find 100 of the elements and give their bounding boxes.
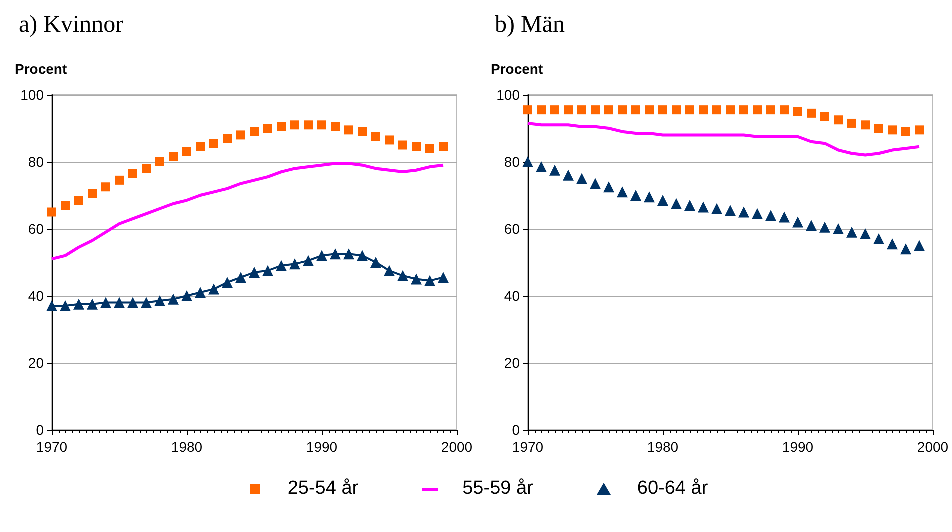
point (156, 158, 164, 166)
point (114, 297, 125, 308)
point (576, 173, 588, 184)
point (792, 216, 804, 228)
x-tick-label: 1990 (306, 439, 338, 455)
point (698, 202, 709, 213)
y-tick-label: 0 (36, 422, 44, 438)
point (874, 234, 884, 245)
line-series (526, 122, 921, 157)
point (88, 189, 97, 198)
point (424, 275, 436, 286)
legend-label: 60-64 år (637, 478, 708, 500)
point (330, 248, 341, 260)
legend-label: 55-59 år (462, 478, 534, 500)
point (780, 106, 789, 115)
point (738, 206, 750, 218)
point (236, 272, 246, 284)
point (766, 106, 776, 115)
y-axis-title: Procent (491, 61, 544, 77)
point (658, 195, 668, 206)
point (915, 126, 924, 135)
point (604, 182, 614, 193)
point (60, 300, 71, 312)
point (712, 203, 722, 214)
point (563, 170, 574, 181)
point (195, 287, 206, 298)
point (438, 272, 449, 284)
point (141, 297, 152, 308)
point (590, 178, 601, 190)
point (182, 147, 192, 156)
y-tick-label: 80 (504, 154, 520, 170)
point (726, 106, 735, 115)
point (370, 257, 382, 268)
point (860, 228, 871, 240)
point (48, 208, 56, 217)
point (794, 107, 802, 116)
x-tick-label: 1970 (36, 439, 68, 455)
point (168, 294, 179, 305)
point (316, 250, 328, 262)
point (740, 106, 748, 115)
point (304, 120, 313, 130)
point (102, 182, 110, 192)
point (699, 106, 708, 115)
point (398, 270, 408, 282)
point (262, 265, 274, 276)
point (276, 260, 287, 272)
point (630, 190, 642, 201)
point (318, 120, 326, 130)
point (524, 106, 532, 115)
point (914, 240, 925, 252)
y-axis-title: Procent (15, 61, 68, 77)
point (398, 140, 408, 150)
chart-title: b) Män (495, 12, 565, 38)
point (169, 152, 178, 162)
point (100, 297, 112, 308)
point (249, 267, 260, 278)
point (128, 169, 138, 178)
point (712, 106, 722, 115)
point (536, 162, 547, 173)
y-tick-label: 0 (512, 422, 520, 438)
point (223, 134, 232, 144)
x-tick-label: 1970 (512, 439, 544, 455)
point (74, 196, 84, 206)
point (632, 106, 640, 115)
point (617, 186, 628, 198)
point (74, 298, 84, 310)
point (779, 212, 790, 223)
point (578, 106, 586, 115)
point (537, 106, 546, 115)
point (303, 255, 314, 266)
point (344, 248, 354, 260)
point (671, 198, 682, 210)
point (846, 226, 858, 238)
point (645, 106, 654, 115)
point (522, 156, 534, 168)
point (154, 296, 166, 307)
point (115, 176, 124, 185)
point (128, 297, 138, 308)
point (411, 274, 422, 285)
point (550, 164, 560, 176)
x-tick-label: 1980 (647, 439, 679, 455)
x-tick-label: 1980 (171, 439, 203, 455)
point (753, 106, 762, 115)
point (264, 124, 272, 133)
point (848, 118, 856, 128)
point (672, 106, 681, 115)
point (888, 126, 897, 135)
point (46, 300, 58, 312)
point (604, 106, 614, 115)
point (236, 130, 246, 140)
point (182, 290, 192, 302)
point (725, 205, 736, 216)
point (833, 224, 844, 234)
y-tick-label: 20 (504, 355, 520, 371)
point (250, 127, 259, 136)
point (208, 284, 220, 295)
point (820, 112, 830, 122)
point (222, 277, 233, 288)
point (357, 250, 368, 262)
point (618, 106, 627, 115)
